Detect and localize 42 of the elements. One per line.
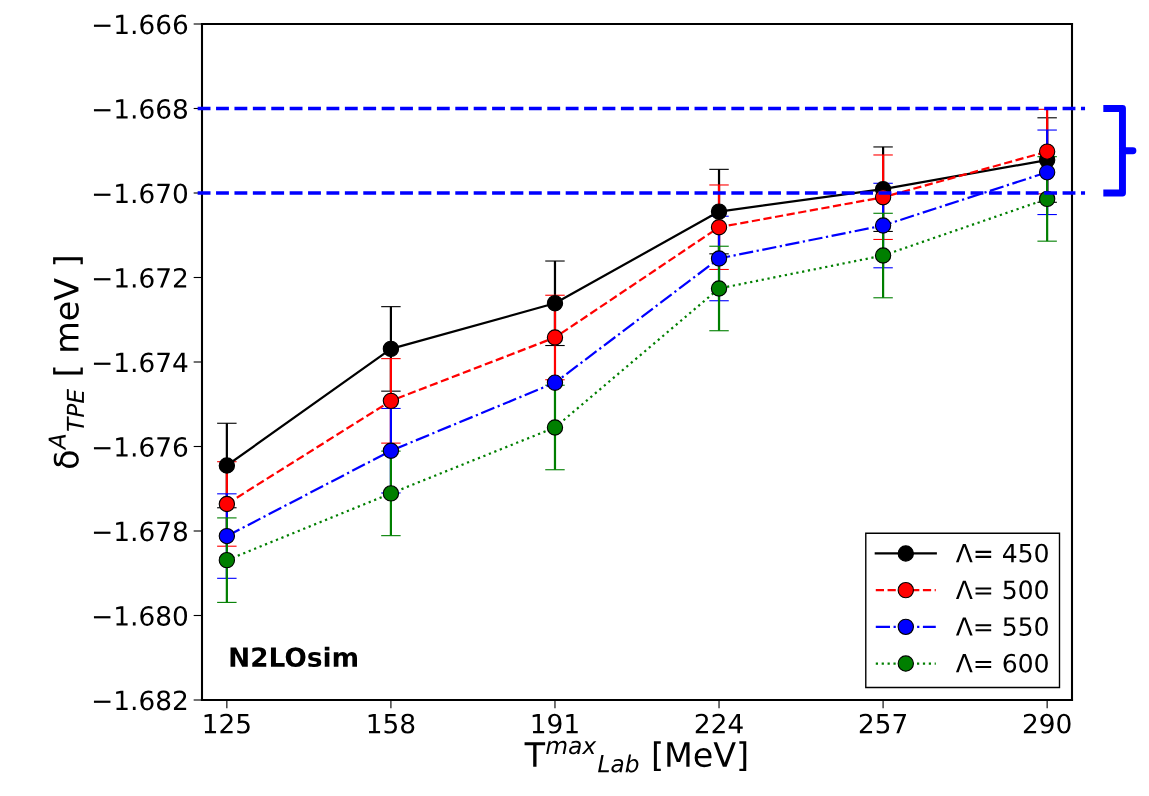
legend-label: Λ= 550 bbox=[955, 617, 1048, 636]
y-tick-label: −1.682 bbox=[93, 690, 187, 711]
y-tick-label: −1.668 bbox=[93, 98, 187, 119]
y-tick-label: −1.674 bbox=[93, 352, 188, 373]
point bbox=[710, 203, 728, 220]
y-tick-label: −1.680 bbox=[93, 605, 188, 626]
point bbox=[546, 374, 564, 391]
x-tick-label: 125 bbox=[204, 713, 250, 734]
x-tick-label: 191 bbox=[532, 713, 578, 734]
point bbox=[382, 485, 400, 502]
y-tick-label: −1.670 bbox=[93, 183, 188, 204]
point bbox=[1038, 164, 1056, 181]
y-tick-label: −1.672 bbox=[93, 267, 187, 288]
point bbox=[382, 442, 400, 459]
x-axis-title: T$^{max}$$_{Lab}$ [MeV] bbox=[524, 740, 747, 773]
legend-label: Λ= 500 bbox=[955, 580, 1048, 600]
legend-label: Λ= 600 bbox=[955, 653, 1048, 673]
point bbox=[382, 392, 400, 410]
point bbox=[218, 551, 236, 569]
point bbox=[218, 457, 236, 474]
point bbox=[218, 495, 236, 513]
legend-label: Λ= 450 bbox=[955, 543, 1048, 563]
point bbox=[382, 340, 400, 358]
point bbox=[1038, 143, 1056, 160]
y-tick-label: −1.678 bbox=[93, 521, 187, 542]
point bbox=[546, 329, 564, 346]
point bbox=[874, 247, 892, 264]
x-tick-label: 158 bbox=[368, 713, 415, 734]
y-tick-label: −1.676 bbox=[93, 436, 188, 457]
point bbox=[218, 527, 236, 545]
annotation: N2LOsim bbox=[230, 646, 357, 668]
point bbox=[710, 219, 728, 236]
x-tick-label: 224 bbox=[695, 713, 743, 734]
point bbox=[710, 250, 728, 267]
x-tick-label: 257 bbox=[859, 713, 907, 734]
y-axis-title: δ$^{A}$$_{TPE}$ [ meV ] bbox=[48, 257, 84, 468]
point bbox=[546, 419, 564, 436]
point bbox=[546, 295, 564, 312]
x-tick-label: 290 bbox=[1023, 713, 1071, 734]
point bbox=[710, 280, 728, 297]
point bbox=[874, 217, 892, 234]
y-tick-label: −1.666 bbox=[93, 14, 188, 35]
